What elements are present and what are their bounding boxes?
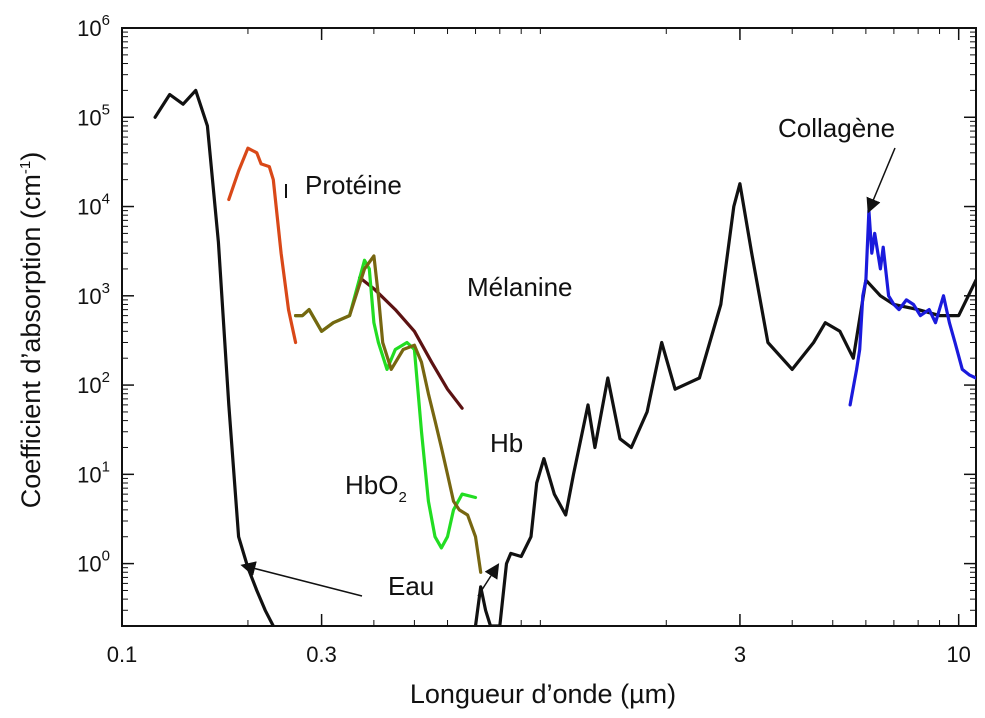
- y-tick-label: 103: [77, 280, 110, 309]
- y-tick-exp: 2: [102, 369, 110, 386]
- y-tick-exp: 0: [102, 548, 110, 565]
- y-axis-title-sup: -1: [17, 161, 34, 174]
- series-line-eau-1: [473, 182, 976, 626]
- y-tick-label: 105: [77, 101, 110, 130]
- label-eau: Eau: [388, 571, 434, 601]
- y-tick-label: 104: [77, 191, 110, 220]
- label-hb: Hb: [490, 428, 523, 458]
- y-tick-exp: 6: [102, 12, 110, 29]
- series-line-eau-0: [153, 88, 275, 626]
- plot-border: [121, 27, 977, 627]
- label-hbo2-sub: 2: [398, 489, 406, 506]
- y-axis-title-close: ): [16, 152, 46, 161]
- y-tick-label: 102: [77, 369, 110, 398]
- label-hbo2-base: HbO: [345, 470, 398, 500]
- annotation-layer: Protéine Mélanine Hb HbO2 Collagène Eau: [285, 113, 895, 601]
- label-proteine: Protéine: [305, 170, 402, 200]
- label-hbo2: HbO2: [345, 470, 407, 506]
- y-tick-base: 10: [77, 195, 101, 220]
- x-axis: 0.1 0.3 3 10: [107, 28, 971, 667]
- label-melanine: Mélanine: [467, 272, 573, 302]
- label-collagene: Collagène: [778, 113, 895, 143]
- y-tick-label: 106: [77, 12, 110, 41]
- series-line-hb-5: [294, 254, 483, 574]
- series-line-m-lanine-3: [358, 276, 464, 410]
- y-tick-exp: 1: [102, 458, 110, 475]
- y-tick-label: 101: [77, 458, 110, 487]
- arrow-layer: [240, 147, 896, 597]
- y-tick-exp: 5: [102, 101, 110, 118]
- plot-frame: [121, 27, 977, 627]
- series-layer: [153, 88, 976, 626]
- y-tick-base: 10: [77, 16, 101, 41]
- y-tick-base: 10: [77, 105, 101, 130]
- y-axis-title-main: Coefficient d’absorption (cm: [16, 174, 46, 508]
- x-tick-label: 0.1: [107, 642, 138, 667]
- y-tick-exp: 4: [102, 191, 110, 208]
- arrow-eau-right: [477, 563, 500, 597]
- y-tick-exp: 3: [102, 280, 110, 297]
- series-line-hbo2-4: [294, 258, 478, 550]
- series-line-prot-ine-2: [227, 146, 298, 345]
- x-tick-label: 0.3: [306, 642, 337, 667]
- y-tick-base: 10: [77, 552, 101, 577]
- x-tick-label: 3: [734, 642, 746, 667]
- series-line-collag-ne-6: [848, 209, 976, 407]
- y-tick-base: 10: [77, 373, 101, 398]
- x-axis-title: Longueur d’onde (µm): [410, 679, 676, 709]
- y-tick-base: 10: [77, 462, 101, 487]
- y-tick-label: 100: [77, 548, 110, 577]
- y-tick-base: 10: [77, 284, 101, 309]
- arrow-eau-left: [240, 561, 363, 597]
- y-axis-title: Coefficient d’absorption (cm-1): [16, 152, 46, 509]
- x-tick-label: 10: [946, 642, 970, 667]
- arrow-collagene: [866, 147, 896, 214]
